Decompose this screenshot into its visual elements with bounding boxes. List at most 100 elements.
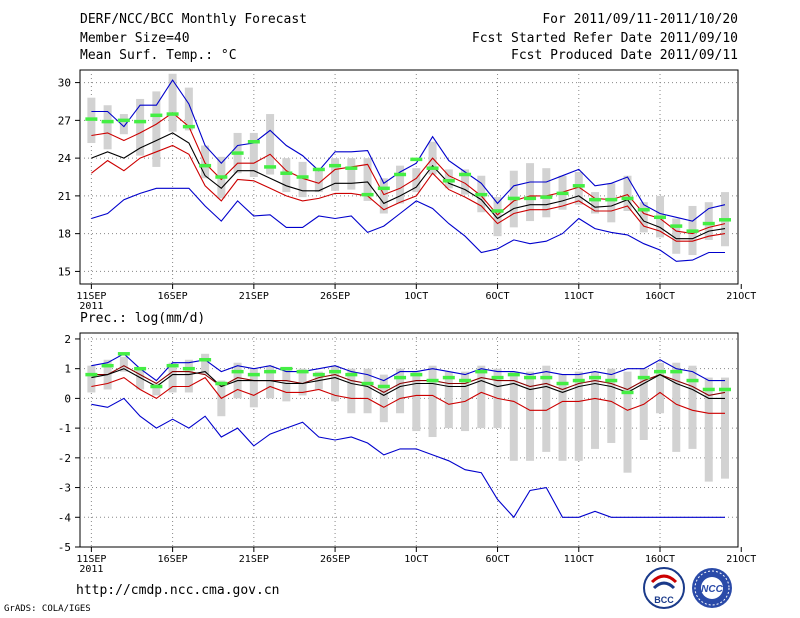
- forecast-period: For 2011/09/11-2011/10/20: [542, 12, 738, 27]
- precipitation-spread-bar: [266, 365, 275, 399]
- precipitation-spread-bar: [201, 353, 210, 375]
- temperature-ytick-label: 18: [58, 228, 71, 241]
- temperature-spread-bar: [526, 163, 535, 222]
- precipitation-spread-bar: [347, 368, 356, 414]
- temperature-lower-line: [91, 144, 726, 242]
- temperature-spread-bar: [363, 158, 372, 201]
- temperature-xtick-label: 21SEP: [239, 291, 269, 302]
- precipitation-spread-bar: [428, 365, 437, 438]
- temperature-spread-bar: [444, 169, 453, 189]
- precipitation-xtick-label: 11OCT: [564, 554, 594, 565]
- precip-ylabel: Prec.: log(mm/d): [80, 311, 205, 326]
- temperature-spread-bar: [461, 169, 470, 195]
- temperature-spread-bar: [152, 91, 161, 167]
- temperature-xtick-label: 21OCT: [726, 291, 756, 302]
- precipitation-spread-bar: [363, 368, 372, 414]
- precipitation-xtick-label: 16SEP: [158, 554, 188, 565]
- precipitation-xtick-label: 16OCT: [645, 554, 675, 565]
- precipitation-mean-line: [91, 368, 725, 399]
- temperature-xtick-label: 26SEP: [320, 291, 350, 302]
- precipitation-ytick-label: -5: [58, 541, 71, 554]
- temperature-spread-bar: [347, 158, 356, 190]
- temperature-mean-line: [91, 132, 726, 240]
- precipitation-xtick-label: 11SEP: [76, 554, 106, 565]
- member-size: Member Size=40: [80, 31, 190, 46]
- temperature-spread-bar: [103, 105, 112, 150]
- temperature-ytick-label: 24: [58, 152, 72, 165]
- temperature-spread-bar: [249, 132, 258, 177]
- precipitation-spread-bar: [136, 368, 145, 390]
- precipitation-spread-bar: [574, 371, 583, 461]
- precipitation-spread-bar: [379, 374, 388, 423]
- temperature-xtick-label: 6OCT: [485, 291, 509, 302]
- temperature-spread-bar: [574, 171, 583, 205]
- temperature-spread-bar: [607, 183, 616, 223]
- precipitation-ytick-label: -2: [58, 452, 71, 465]
- ncc-logo: NCC: [692, 568, 732, 608]
- source-url: http://cmdp.ncc.cma.gov.cn: [76, 583, 280, 598]
- temperature-frame: [79, 69, 739, 285]
- precipitation-spread-bar: [331, 365, 340, 402]
- temperature-spread-bar: [136, 98, 145, 156]
- temperature-spread-bar: [282, 158, 291, 193]
- precipitation-spread-bar: [298, 368, 307, 396]
- precipitation-spread-bar: [412, 371, 421, 432]
- precipitation-max-line: [91, 353, 725, 382]
- precipitation-spread-bar: [704, 377, 713, 482]
- precipitation-spread-bar: [184, 359, 193, 393]
- temperature-spread-bar: [493, 197, 502, 237]
- fcst-produced-date: Fcst Produced Date 2011/09/11: [511, 48, 738, 63]
- temperature-spread-bar: [542, 168, 551, 218]
- temperature-spread-bar: [704, 202, 713, 240]
- precipitation-spread-bar: [672, 362, 681, 452]
- precipitation-spread-bar: [444, 371, 453, 429]
- precipitation-spread-bar: [526, 371, 535, 461]
- precipitation-spread-bar: [87, 365, 96, 393]
- temperature-spread-bar: [623, 175, 632, 211]
- chart-title: DERF/NCC/BCC Monthly Forecast: [80, 12, 307, 27]
- precipitation-spread-bar: [623, 371, 632, 473]
- temperature-min-line: [91, 187, 725, 262]
- precipitation-spread-bar: [119, 356, 128, 372]
- temperature-year-label: 2011: [79, 301, 103, 312]
- temperature-spread-bar: [591, 192, 600, 214]
- temperature-spread-bar: [184, 87, 193, 131]
- precipitation-ytick-label: -3: [58, 482, 71, 495]
- temperature-spread-bar: [298, 161, 307, 198]
- ncc-logo-text: NCC: [701, 584, 723, 595]
- temperature-xtick-label: 16OCT: [645, 291, 675, 302]
- precipitation-xtick-label: 26SEP: [320, 554, 350, 565]
- temperature-spread-bar: [331, 158, 340, 191]
- precipitation-spread-bar: [656, 362, 665, 414]
- precipitation-spread-bar: [168, 362, 177, 393]
- precipitation-spread-bar: [509, 371, 518, 461]
- precipitation-ytick-label: 1: [64, 363, 71, 376]
- precipitation-spread-bar: [249, 368, 258, 408]
- precipitation-ytick-label: 2: [64, 333, 71, 346]
- precipitation-spread-bar: [542, 365, 551, 452]
- temperature-xtick-label: 11SEP: [76, 291, 106, 302]
- temperature-spread-bar: [639, 202, 648, 233]
- temperature-spread-bar: [672, 218, 681, 254]
- temperature-ytick-label: 30: [58, 77, 71, 90]
- temperature-spread-bar: [379, 178, 388, 214]
- precipitation-lower-line: [91, 376, 725, 414]
- precipitation-spread-bar: [591, 371, 600, 449]
- precipitation-xtick-label: 1OCT: [404, 554, 428, 565]
- temperature-ytick-label: 27: [58, 114, 71, 127]
- precipitation-xtick-label: 21SEP: [239, 554, 269, 565]
- precipitation-xtick-label: 6OCT: [485, 554, 509, 565]
- bcc-logo: BCC: [643, 567, 685, 609]
- precipitation-ytick-label: -4: [58, 511, 72, 524]
- temperature-xtick-label: 1OCT: [404, 291, 428, 302]
- temperature-spread-bar: [412, 168, 421, 193]
- temperature-xtick-label: 11OCT: [564, 291, 594, 302]
- precipitation-spread-bar: [477, 365, 486, 429]
- precipitation-spread-bar: [282, 368, 291, 402]
- temperature-spread-bar: [119, 114, 128, 135]
- temperature-spread-bar: [314, 168, 323, 193]
- temperature-ytick-label: 21: [58, 190, 71, 203]
- fcst-started-date: Fcst Started Refer Date 2011/09/10: [471, 31, 738, 46]
- temperature-upper-line: [91, 112, 726, 235]
